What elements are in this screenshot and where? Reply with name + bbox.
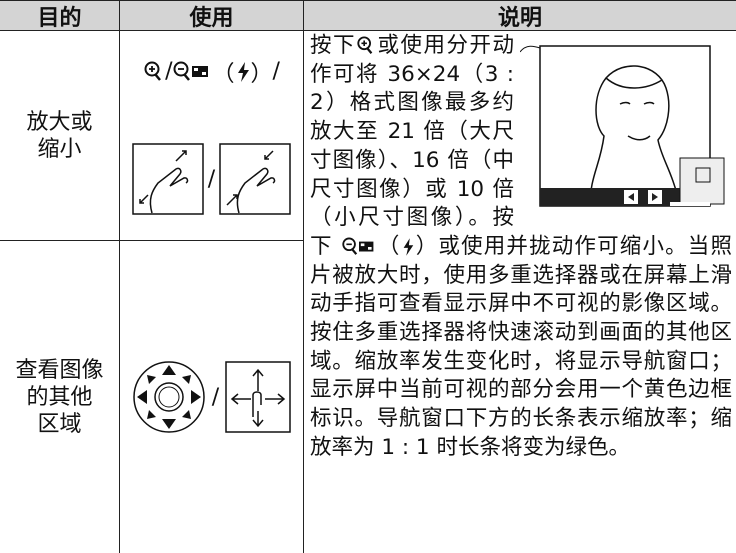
use-cell: / （ ） / / <box>120 31 304 241</box>
illustration <box>519 32 732 230</box>
description-cell: 按下 或使用分开动作可将 36×24（3 : 2）格式图像最多约放大至 21 倍（… <box>304 31 736 553</box>
use-line: / （ ） / <box>143 56 280 88</box>
zoom-out-icon <box>173 61 209 81</box>
use-cell: / <box>120 241 304 553</box>
pinch-out-icon <box>132 143 204 215</box>
purpose-line: 区域 <box>37 411 82 437</box>
purpose-line: 的其他 <box>26 384 93 410</box>
header-text: 使用 <box>189 5 234 31</box>
zoom-in-icon <box>144 61 162 81</box>
header-text: 说明 <box>497 5 542 31</box>
use-text: / <box>207 166 216 192</box>
swipe-icon <box>225 361 291 433</box>
header-cell: 使用 <box>120 0 304 31</box>
pinch-in-icon <box>219 143 291 215</box>
flash-icon <box>237 61 249 82</box>
description-text: 按下 <box>310 33 356 58</box>
purpose-cell: 放大或 缩小 <box>0 31 120 241</box>
zoom-screen-illustration <box>519 45 725 207</box>
use-line: / <box>132 143 291 215</box>
flash-icon <box>403 238 413 256</box>
zoom-in-icon <box>357 36 373 55</box>
description-text: （ <box>376 233 401 259</box>
use-text: / <box>165 59 173 85</box>
purpose-line: 查看图像 <box>15 357 104 383</box>
use-text: ） <box>250 61 273 87</box>
description-text: ）或使用并拢动作可缩小。当照片被放大时，使用多重选择器或在屏幕上滑动手指可查看显… <box>310 233 732 460</box>
use-text: （ <box>212 61 235 87</box>
multi-selector-icon <box>133 361 205 433</box>
header-text: 目的 <box>37 5 82 31</box>
purpose-line: 放大或 <box>26 109 93 135</box>
zoom-out-icon <box>342 237 374 255</box>
header-cell: 说明 <box>304 0 736 31</box>
description-text: 或使用分开动作可将 36×24（3 : 2）格式图像最多约放大至 21 倍（大尺… <box>310 33 514 259</box>
purpose-cell: 查看图像 的其他 区域 <box>0 241 120 553</box>
purpose-line: 缩小 <box>37 136 82 162</box>
header-cell: 目的 <box>0 0 120 31</box>
use-text: / <box>211 384 220 410</box>
use-text: / <box>272 59 280 85</box>
